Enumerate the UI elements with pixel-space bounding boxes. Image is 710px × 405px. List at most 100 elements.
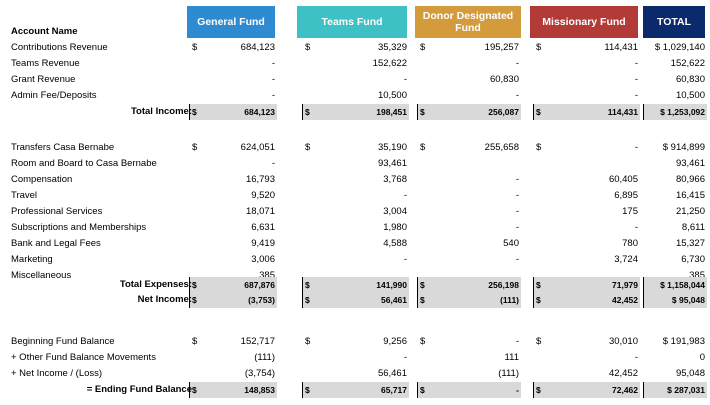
amount-cell: 114,431 [607,107,638,117]
currency-symbol [192,72,212,88]
amount-cell: (3,754) [244,368,275,379]
amount-cell: 60,830 [489,74,519,85]
row-label: Professional Services [11,206,103,217]
amount-cell: 6,631 [251,222,275,233]
table-row: Travel 9,520 - - 6,895 16,415 [0,188,710,204]
amount-cell: 385 [259,270,275,281]
currency-symbol [192,156,212,172]
amount-cell: 60,830 [675,74,705,85]
amount-cell: 93,461 [377,158,407,169]
amount-cell: 3,006 [251,254,275,265]
amount-cell: 35,329 [377,42,407,53]
table-row: Miscellaneous 385 385 [0,268,710,284]
amount-cell: 10,500 [377,90,407,101]
currency-symbol [536,252,556,268]
total-cell-bg [533,277,640,293]
amount-cell: 195,257 [484,42,519,53]
total-cell-bg [302,292,409,308]
amount-cell: - [515,58,519,69]
amount-cell: - [515,254,519,265]
total-cell-bg [533,292,640,308]
amount-cell: 152,717 [240,336,275,347]
amount-cell: 72,462 [612,385,638,395]
amount-cell: - [634,74,638,85]
amount-cell: 540 [503,238,519,249]
currency-symbol [420,236,440,252]
amount-cell: - [271,74,275,85]
total-cell-bg [417,277,521,293]
total-row: Total Income: $684,123 $198,451 $256,087 $11… [0,104,710,120]
total-cell-bg [417,382,521,398]
amount-cell: (111) [500,295,519,305]
currency-symbol [536,204,556,220]
amount-cell: 1,980 [383,222,407,233]
amount-cell: (111) [498,368,519,379]
table-row: Room and Board to Casa Bernabe - 93,461 93,… [0,156,710,172]
row-label: = Ending Fund Balance [86,384,192,395]
row-label: Compensation [11,174,73,185]
amount-cell: 152,622 [670,58,705,69]
table-row: Subscriptions and Memberships 6,631 1,980 -… [0,220,710,236]
total-cell-bg [643,292,707,308]
currency-symbol [536,72,556,88]
currency-symbol: $ [192,142,198,153]
total-cell-bg [189,382,277,398]
currency-symbol [646,252,666,268]
currency-symbol [646,382,666,398]
currency-symbol: $ [536,142,542,153]
amount-cell: 80,966 [675,174,705,185]
currency-symbol: $ [305,385,310,395]
row-label: Transfers Casa Bernabe [11,142,115,153]
amount-cell: 3,724 [614,254,638,265]
table-row: Contributions Revenue $684,123 $35,329 $195… [0,40,710,56]
amount-cell: 9,419 [251,238,275,249]
currency-symbol [305,172,325,188]
currency-symbol [420,156,440,172]
amount-cell: - [634,90,638,101]
currency-symbol [646,156,666,172]
currency-symbol: $ [536,42,542,53]
amount-cell: 114,431 [604,42,638,53]
amount-cell: - [515,90,519,101]
currency-symbol [646,366,666,382]
amount-cell: $ 1,253,092 [660,107,705,117]
amount-cell: - [634,58,638,69]
table-row: Professional Services 18,071 3,004 - 175 21,2… [0,204,710,220]
currency-symbol: $ [420,336,426,347]
currency-symbol [305,88,325,104]
amount-cell: - [516,385,519,395]
currency-symbol [305,350,325,366]
amount-cell: - [515,190,519,201]
amount-cell: 9,256 [383,336,407,347]
amount-cell: 624,051 [240,142,275,153]
row-label: Subscriptions and Memberships [11,222,147,233]
currency-symbol: $ [305,142,311,153]
total-cell-bg [417,292,521,308]
amount-cell: 687,876 [244,280,275,290]
currency-symbol: $ [420,107,425,117]
amount-cell: 93,461 [675,158,705,169]
row-label: + Other Fund Balance Movements [11,352,156,363]
total-cell-bg [643,277,707,293]
amount-cell: 8,611 [681,222,705,233]
amount-cell: 71,979 [612,280,638,290]
account-name-header: Account Name [11,26,78,37]
currency-symbol [192,350,212,366]
amount-cell: 684,123 [240,42,275,53]
header-fund-0: General Fund [187,6,275,38]
amount-cell: 175 [622,206,638,217]
amount-cell: 56,461 [377,368,407,379]
currency-symbol [646,204,666,220]
currency-symbol [536,366,556,382]
currency-symbol [536,220,556,236]
currency-symbol: $ [420,280,425,290]
total-cell-bg [189,277,277,293]
row-label: Net Income: [137,294,192,305]
amount-cell: 42,452 [608,368,638,379]
currency-symbol [536,156,556,172]
currency-symbol [192,366,212,382]
amount-cell: 35,190 [377,142,407,153]
currency-symbol [420,220,440,236]
currency-symbol [192,252,212,268]
currency-symbol [420,188,440,204]
